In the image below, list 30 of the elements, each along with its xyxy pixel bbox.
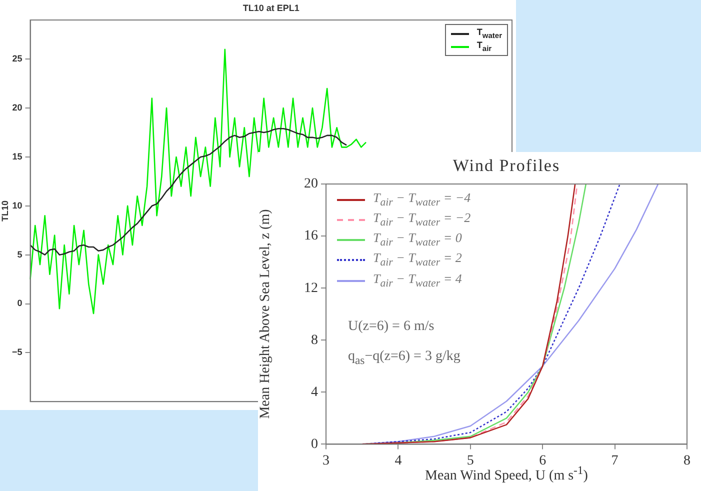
legend-label: T$_{air}$ − T$_{water}$ = 0: [373, 230, 462, 250]
x-tick-label: 8: [684, 453, 690, 468]
y-tick-label: 25: [12, 54, 22, 64]
legend-label: T$_{air}$ − T$_{water}$ = 2: [373, 250, 462, 270]
y-tick-label: 16: [304, 228, 318, 244]
legend-label: T$_{air}$ − T$_{water}$ = −4: [373, 190, 471, 210]
y-tick-label: −5: [12, 347, 22, 358]
x-tick-label: 4: [394, 453, 402, 468]
x-tick-label: 7: [611, 453, 618, 468]
legend-label: T$_{water}$: [476, 27, 502, 40]
y-axis-title: Mean Height Above Sea Level, z (m): [258, 209, 274, 419]
chart-title: Wind Profiles: [452, 156, 562, 176]
y-tick-label: 10: [12, 200, 22, 210]
annotation: U(z=6) = 6 m/s: [348, 319, 434, 336]
y-tick-label: 8: [311, 332, 318, 348]
y-tick-label: 5: [17, 249, 22, 260]
y-axis-title: TL10: [0, 200, 10, 222]
y-tick-label: 20: [304, 176, 318, 192]
y-tick-label: 4: [311, 384, 318, 400]
y-tick-label: 20: [12, 102, 22, 113]
legend-label: T$_{air}$ − T$_{water}$ = 4: [373, 270, 462, 291]
y-tick-label: 0: [17, 298, 22, 308]
legend-label: T$_{air}$: [476, 40, 492, 54]
x-tick-label: 3: [322, 453, 330, 468]
y-tick-label: 0: [311, 436, 318, 452]
annotation: q$_{as}$−q(z=6) = 3 g/kg: [348, 349, 460, 368]
y-tick-label: 12: [304, 280, 318, 296]
y-tick-label: 15: [12, 151, 22, 162]
chart-title: TL10 at EPL1: [242, 3, 300, 13]
legend-label: T$_{air}$ − T$_{water}$ = −2: [373, 210, 471, 230]
